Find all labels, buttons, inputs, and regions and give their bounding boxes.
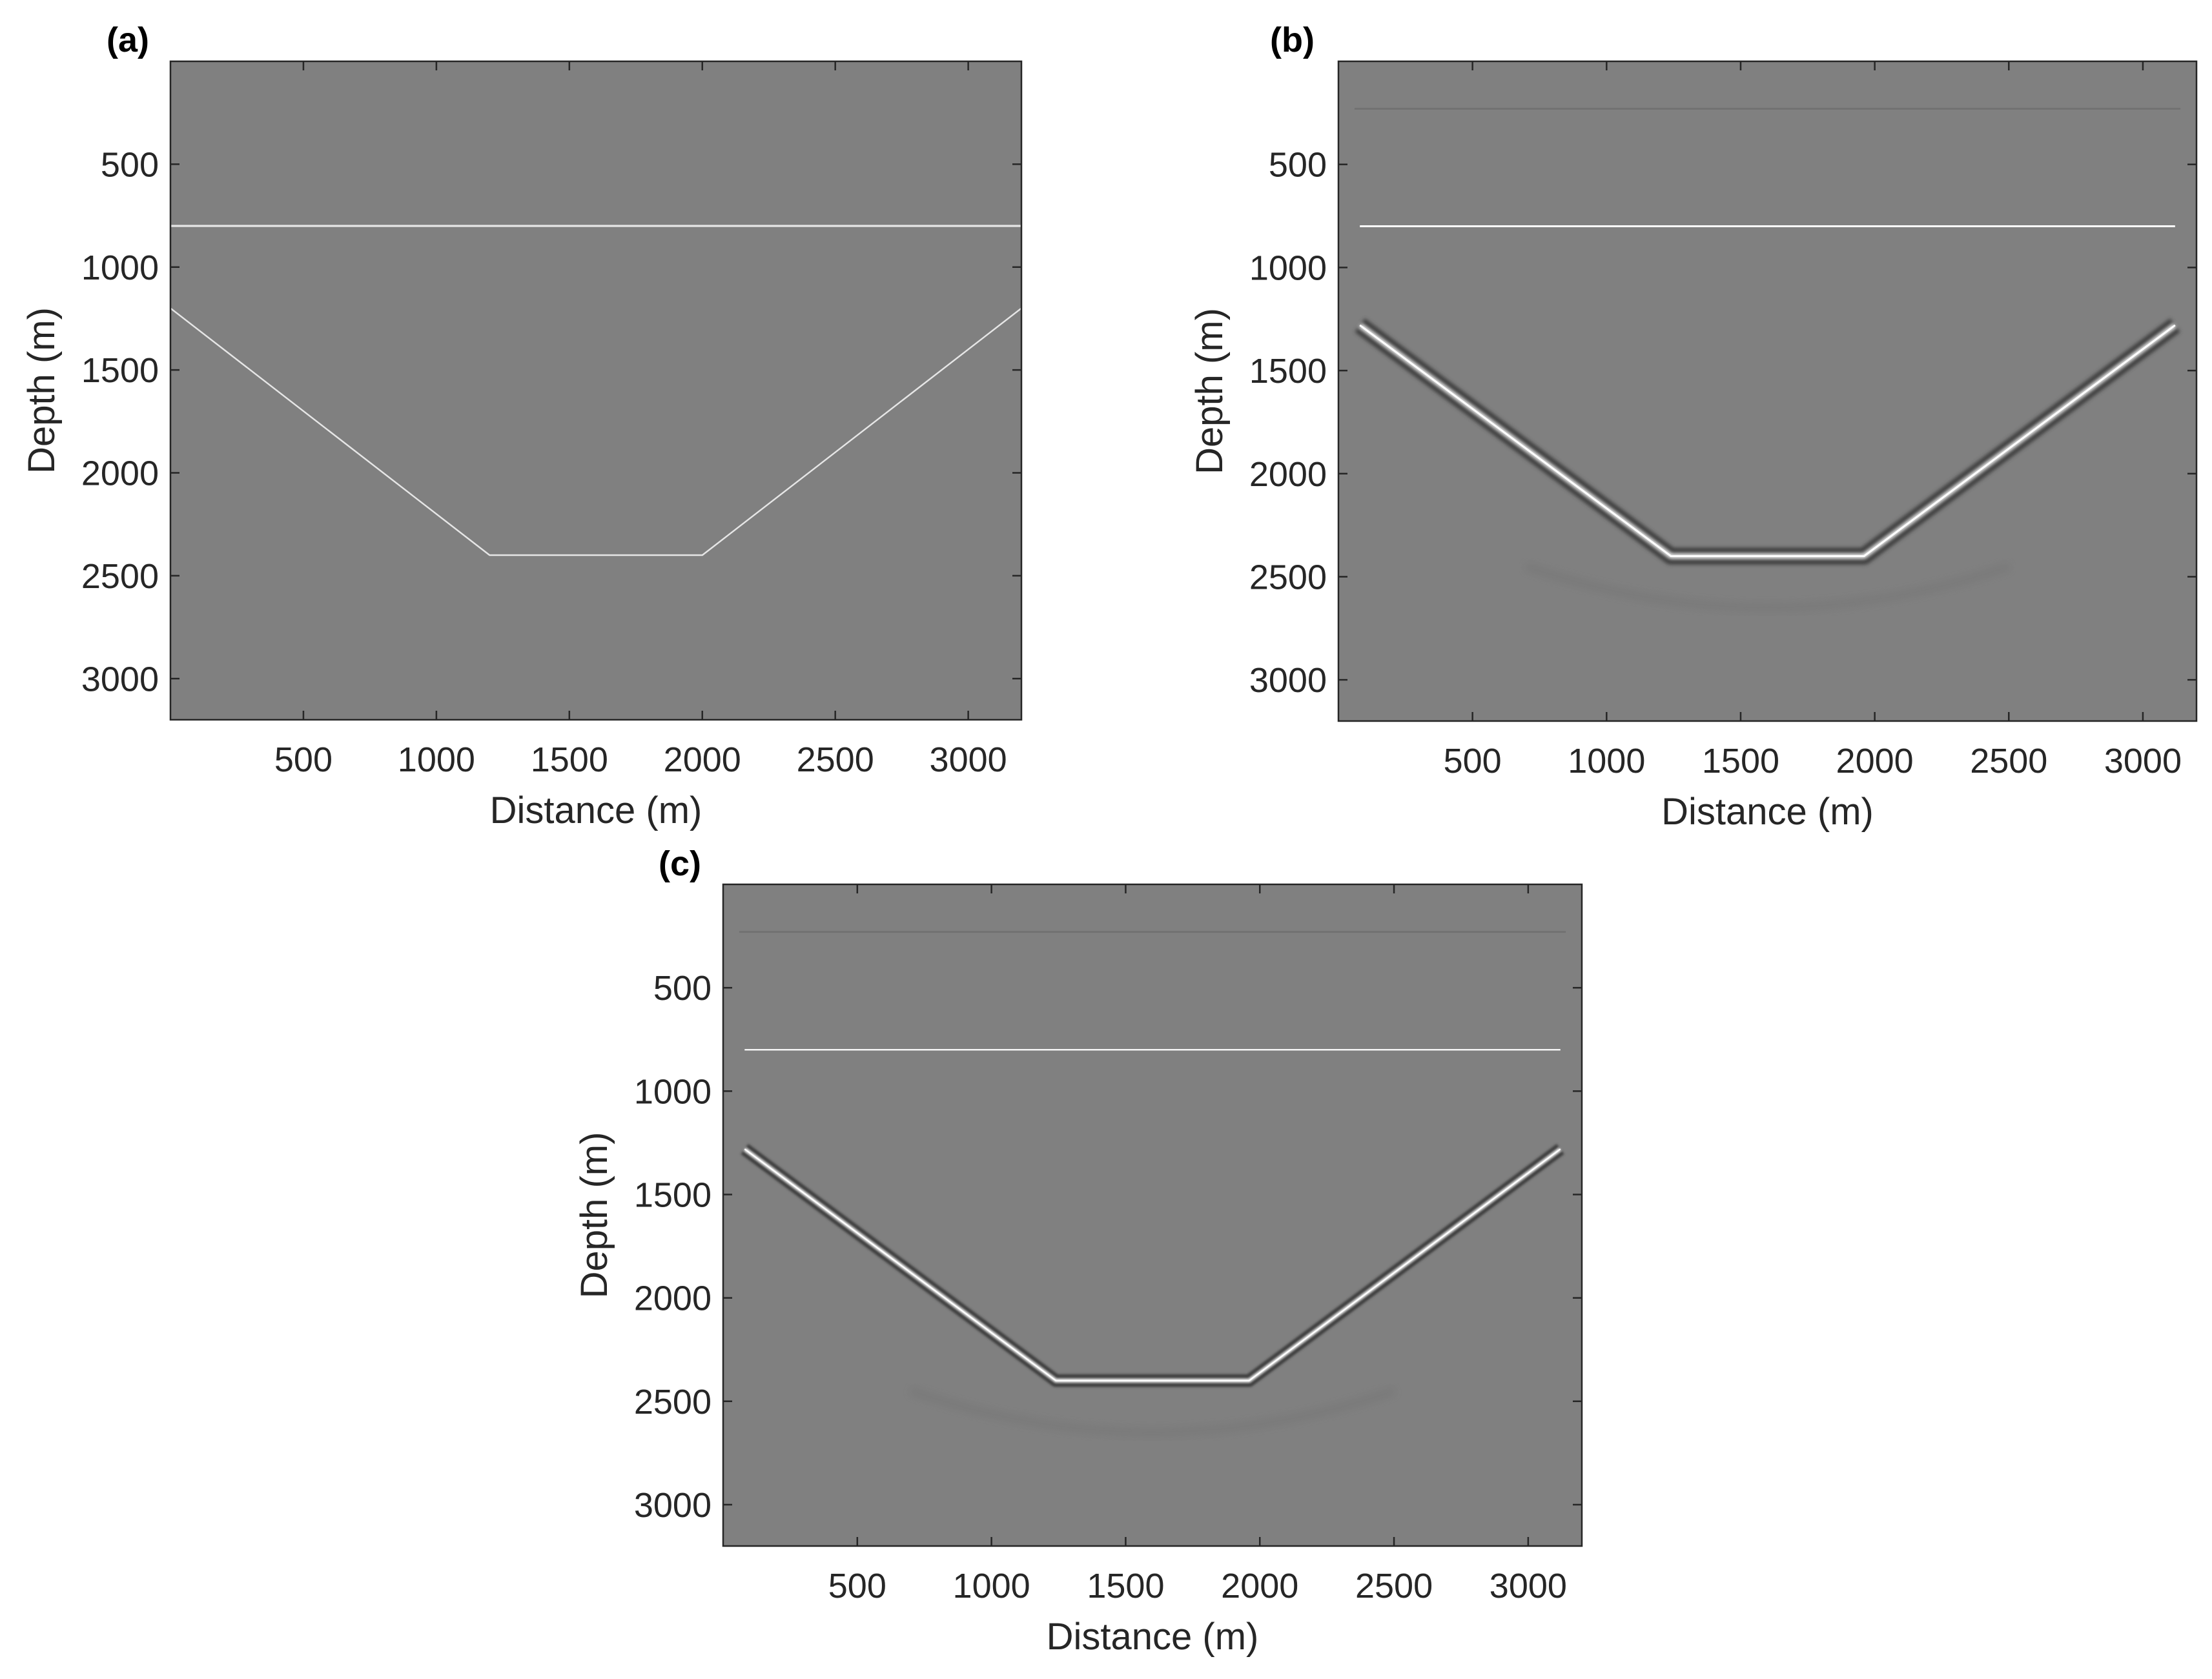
panel-a: 500 1000 1500 2000 2500 3000 500 1000 1500 2000 25… — [21, 21, 1023, 831]
x-tick-label: 2500 — [1970, 742, 2047, 780]
y-tick-label: 1500 — [634, 1175, 712, 1214]
y-tick-label: 2000 — [1249, 455, 1327, 494]
panel-b: 500 1000 1500 2000 2500 3000 500 1000 1500 2000 25… — [1189, 21, 2198, 833]
image-background — [170, 61, 1021, 720]
y-tick-label: 500 — [653, 969, 712, 1008]
x-tick-label: 3000 — [1490, 1567, 1567, 1605]
y-tick-label: 3000 — [81, 660, 159, 698]
y-tick-label: 2500 — [1249, 558, 1327, 596]
y-tick-label: 1000 — [634, 1072, 712, 1111]
x-tick-label: 2000 — [1836, 742, 1914, 780]
reflector-trapezoid — [741, 1144, 1564, 1387]
axes-frame — [169, 60, 1023, 721]
y-tick-label: 2500 — [81, 557, 159, 596]
image-background — [723, 884, 1582, 1546]
reflector-trapezoid — [170, 307, 1021, 556]
image-area — [170, 225, 1021, 556]
y-tick-label: 1500 — [81, 351, 159, 390]
y-axis-title: Depth (m) — [21, 307, 63, 474]
x-tick-label: 1500 — [531, 740, 608, 779]
x-axis-title: Distance (m) — [1047, 1616, 1259, 1658]
image-area — [1354, 107, 2181, 611]
x-tick-label: 3000 — [2104, 742, 2182, 780]
x-tick-label: 1500 — [1087, 1567, 1164, 1605]
artifact-arc — [910, 1388, 1395, 1436]
x-tick-label: 500 — [1444, 742, 1502, 780]
x-tick-label: 500 — [274, 740, 333, 779]
panel-c: 500 1000 1500 2000 2500 3000 500 1000 1500 2000 25… — [573, 844, 1583, 1658]
x-tick-label: 1500 — [1702, 742, 1779, 780]
x-tick-label: 1000 — [953, 1567, 1030, 1605]
artifact-arc — [1525, 563, 2010, 611]
y-axis-title: Depth (m) — [1189, 308, 1231, 474]
reflector-core — [744, 1148, 1561, 1381]
y-tick-label: 1000 — [1249, 249, 1327, 287]
panel-label: (c) — [659, 844, 701, 883]
panel-label: (a) — [107, 21, 149, 59]
x-tick-label: 3000 — [930, 740, 1007, 779]
migration-artifacts — [739, 931, 1566, 1436]
reflector-core — [1359, 324, 2176, 557]
x-tick-label: 2000 — [1221, 1567, 1298, 1605]
y-axis-title: Depth (m) — [573, 1132, 615, 1299]
y-tick-label: 2000 — [634, 1279, 712, 1318]
x-tick-label: 2000 — [664, 740, 741, 779]
y-tick-label: 2000 — [81, 454, 159, 493]
image-background — [1338, 61, 2197, 721]
y-tick-label: 500 — [101, 145, 159, 184]
reflector-trapezoid — [1355, 318, 2180, 565]
x-axis-title: Distance (m) — [490, 789, 702, 831]
y-tick-label: 2500 — [634, 1383, 712, 1421]
image-area — [739, 931, 1566, 1436]
x-tick-label: 2500 — [1355, 1567, 1433, 1605]
y-tick-label: 3000 — [1249, 661, 1327, 700]
y-tick-label: 3000 — [634, 1486, 712, 1525]
migration-artifacts — [1354, 107, 2181, 611]
x-axis-title: Distance (m) — [1661, 791, 1874, 833]
x-tick-label: 1000 — [398, 740, 475, 779]
x-tick-label: 1000 — [1568, 742, 1645, 780]
y-tick-label: 1000 — [81, 249, 159, 287]
x-tick-label: 500 — [828, 1567, 886, 1605]
x-tick-label: 2500 — [797, 740, 874, 779]
axes-frame — [722, 883, 1583, 1547]
y-tick-label: 500 — [1269, 146, 1327, 185]
reflector-line — [170, 307, 1021, 556]
y-tick-label: 1500 — [1249, 352, 1327, 391]
panel-label: (b) — [1270, 21, 1315, 59]
axes-frame — [1337, 60, 2198, 722]
